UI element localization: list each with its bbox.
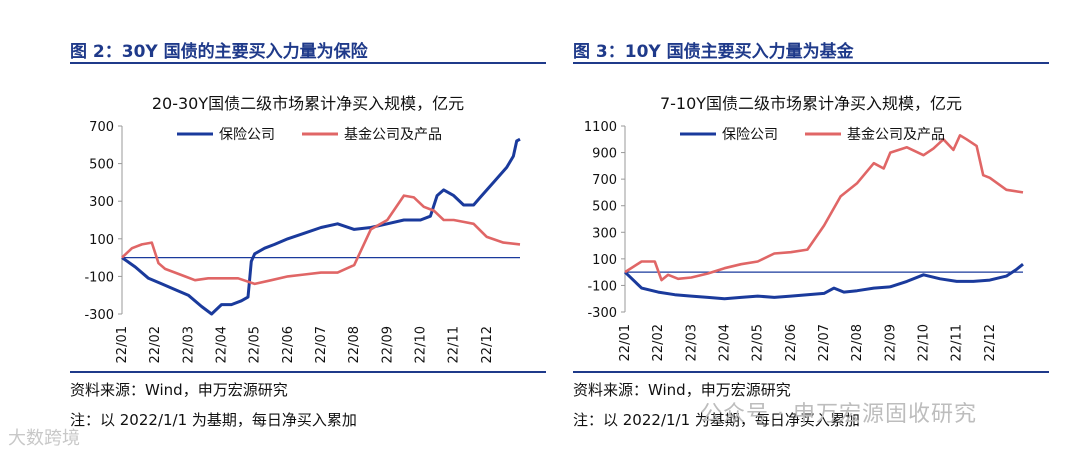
x-tick-label: 22/04 bbox=[215, 326, 230, 363]
y-tick-label: 700 bbox=[592, 173, 617, 188]
x-tick-label: 22/02 bbox=[651, 324, 666, 361]
figure-title: 图 3：10Y 国债主要买入力量为基金 bbox=[573, 42, 854, 62]
chart-title: 20-30Y国债二级市场累计净买入规模，亿元 bbox=[151, 94, 465, 113]
y-tick-label: 1100 bbox=[584, 120, 617, 135]
source-note: 资料来源：Wind，申万宏源研究 bbox=[70, 381, 288, 399]
right-figure-panel: 图 3：10Y 国债主要买入力量为基金 7-10Y国债二级市场累计净买入规模，亿… bbox=[573, 0, 1053, 458]
legend-label-fund: 基金公司及产品 bbox=[344, 126, 442, 143]
watermark-text: 公众号 · 申万宏源固收研究 bbox=[700, 402, 977, 427]
x-tick-label: 22/12 bbox=[480, 326, 495, 363]
base-note: 注：以 2022/1/1 为基期，每日净买入累加 bbox=[70, 411, 357, 429]
source-note: 资料来源：Wind，申万宏源研究 bbox=[573, 381, 791, 399]
legend-label-insurance: 保险公司 bbox=[722, 127, 778, 143]
y-tick-label: -100 bbox=[84, 270, 114, 285]
series-line-fund bbox=[121, 194, 521, 286]
y-tick-label: 900 bbox=[592, 147, 617, 162]
y-tick-label: 300 bbox=[89, 195, 114, 210]
x-tick-label: 22/03 bbox=[181, 326, 196, 363]
bottom-divider bbox=[70, 371, 546, 373]
x-tick-label: 22/10 bbox=[414, 326, 429, 363]
y-tick-label: 700 bbox=[89, 120, 114, 135]
x-tick-label: 22/10 bbox=[917, 324, 932, 361]
x-tick-label: 22/11 bbox=[950, 324, 965, 361]
x-tick-label: 22/01 bbox=[618, 324, 633, 361]
y-tick-label: 100 bbox=[89, 233, 114, 248]
series-line-insurance bbox=[121, 137, 521, 316]
x-tick-label: 22/12 bbox=[983, 324, 998, 361]
watermark-logo: 大数跨境 bbox=[8, 428, 80, 449]
line-chart-30y: -300 -100 100 300 500 700 22/01 22/02 22/03 22/04… bbox=[84, 120, 521, 363]
x-tick-label: 22/08 bbox=[347, 326, 362, 363]
y-tick-label: -100 bbox=[587, 279, 617, 294]
y-tick-label: 500 bbox=[592, 200, 617, 215]
x-tick-label: 22/05 bbox=[751, 324, 766, 361]
legend-label-fund: 基金公司及产品 bbox=[847, 126, 945, 143]
title-divider bbox=[573, 62, 1049, 64]
x-tick-label: 22/09 bbox=[380, 326, 395, 363]
figure-title: 图 2：30Y 国债的主要买入力量为保险 bbox=[70, 42, 368, 62]
series-line-insurance bbox=[623, 263, 1024, 301]
x-tick-label: 22/11 bbox=[447, 326, 462, 363]
y-tick-label: 100 bbox=[592, 253, 617, 268]
y-tick-label: 500 bbox=[89, 158, 114, 173]
legend-label-insurance: 保险公司 bbox=[219, 127, 275, 143]
x-tick-label: 22/06 bbox=[784, 324, 799, 361]
line-chart-10y: -300 -100 100 300 500 700 900 1100 22/01 22/02 22/… bbox=[584, 120, 1024, 361]
bottom-divider bbox=[573, 371, 1049, 373]
base-note: 注：以 2022/1/1 为基期，每日净买入累加 bbox=[573, 411, 860, 429]
x-tick-label: 22/02 bbox=[148, 326, 163, 363]
y-tick-label: -300 bbox=[587, 306, 617, 321]
x-tick-label: 22/03 bbox=[684, 324, 699, 361]
x-tick-label: 22/01 bbox=[115, 326, 130, 363]
x-tick-label: 22/07 bbox=[817, 324, 832, 361]
title-divider bbox=[70, 62, 546, 64]
x-tick-label: 22/07 bbox=[314, 326, 329, 363]
x-tick-label: 22/06 bbox=[281, 326, 296, 363]
chart-title: 7-10Y国债二级市场累计净买入规模，亿元 bbox=[659, 94, 963, 113]
left-figure-panel: 图 2：30Y 国债的主要买入力量为保险 20-30Y国债二级市场累计净买入规模… bbox=[70, 0, 550, 458]
x-tick-label: 22/08 bbox=[850, 324, 865, 361]
series-line-fund bbox=[624, 133, 1024, 282]
x-tick-label: 22/04 bbox=[718, 324, 733, 361]
y-tick-label: -300 bbox=[84, 308, 114, 323]
y-tick-label: 300 bbox=[592, 226, 617, 241]
x-tick-label: 22/09 bbox=[883, 324, 898, 361]
x-tick-label: 22/05 bbox=[248, 326, 263, 363]
